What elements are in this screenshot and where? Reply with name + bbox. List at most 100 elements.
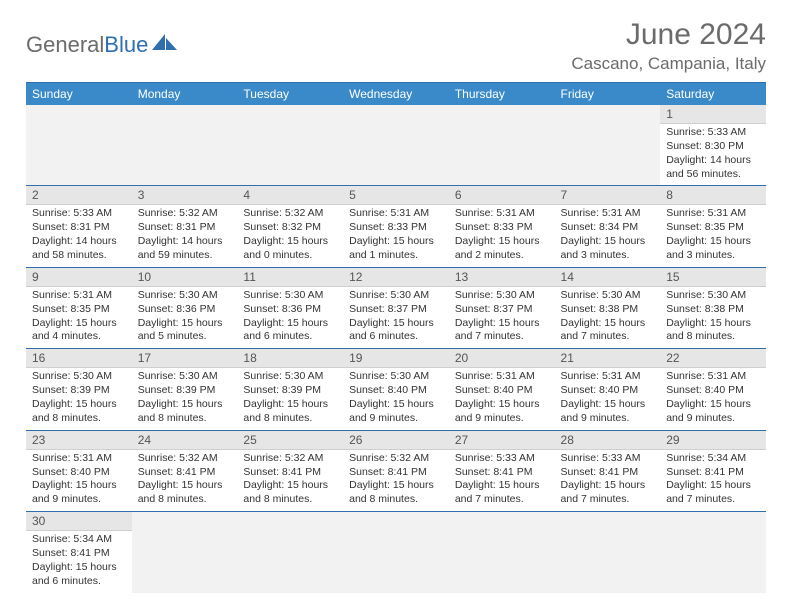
day-details: Sunrise: 5:31 AMSunset: 8:34 PMDaylight:… <box>555 205 661 266</box>
day-details: Sunrise: 5:32 AMSunset: 8:41 PMDaylight:… <box>237 450 343 511</box>
sunrise-line: Sunrise: 5:30 AM <box>349 289 443 303</box>
day-number: 16 <box>26 349 132 368</box>
day-number: 11 <box>237 268 343 287</box>
calendar-day-cell: 28Sunrise: 5:33 AMSunset: 8:41 PMDayligh… <box>555 430 661 511</box>
sunrise-line: Sunrise: 5:32 AM <box>349 452 443 466</box>
calendar-day-cell: 11Sunrise: 5:30 AMSunset: 8:36 PMDayligh… <box>237 267 343 348</box>
calendar-day-cell: 17Sunrise: 5:30 AMSunset: 8:39 PMDayligh… <box>132 349 238 430</box>
calendar-week-row: 9Sunrise: 5:31 AMSunset: 8:35 PMDaylight… <box>26 267 766 348</box>
calendar-day-cell: 12Sunrise: 5:30 AMSunset: 8:37 PMDayligh… <box>343 267 449 348</box>
calendar-day-cell: 16Sunrise: 5:30 AMSunset: 8:39 PMDayligh… <box>26 349 132 430</box>
day-details: Sunrise: 5:30 AMSunset: 8:37 PMDaylight:… <box>449 287 555 348</box>
daylight-line: Daylight: 15 hours and 6 minutes. <box>349 317 443 345</box>
sunrise-line: Sunrise: 5:30 AM <box>243 370 337 384</box>
calendar-day-cell: 13Sunrise: 5:30 AMSunset: 8:37 PMDayligh… <box>449 267 555 348</box>
sunrise-line: Sunrise: 5:32 AM <box>138 207 232 221</box>
calendar-day-cell: 2Sunrise: 5:33 AMSunset: 8:31 PMDaylight… <box>26 186 132 267</box>
daylight-line: Daylight: 15 hours and 7 minutes. <box>561 317 655 345</box>
day-details: Sunrise: 5:30 AMSunset: 8:40 PMDaylight:… <box>343 368 449 429</box>
day-details: Sunrise: 5:30 AMSunset: 8:36 PMDaylight:… <box>237 287 343 348</box>
day-number: 3 <box>132 186 238 205</box>
day-details: Sunrise: 5:32 AMSunset: 8:31 PMDaylight:… <box>132 205 238 266</box>
sunrise-line: Sunrise: 5:31 AM <box>32 452 126 466</box>
calendar-empty-cell <box>343 512 449 593</box>
calendar-day-cell: 4Sunrise: 5:32 AMSunset: 8:32 PMDaylight… <box>237 186 343 267</box>
calendar-day-cell: 26Sunrise: 5:32 AMSunset: 8:41 PMDayligh… <box>343 430 449 511</box>
daylight-line: Daylight: 14 hours and 58 minutes. <box>32 235 126 263</box>
sunset-line: Sunset: 8:39 PM <box>243 384 337 398</box>
sunset-line: Sunset: 8:30 PM <box>666 140 760 154</box>
daylight-line: Daylight: 15 hours and 0 minutes. <box>243 235 337 263</box>
day-details: Sunrise: 5:31 AMSunset: 8:33 PMDaylight:… <box>343 205 449 266</box>
day-details: Sunrise: 5:30 AMSunset: 8:37 PMDaylight:… <box>343 287 449 348</box>
day-details: Sunrise: 5:31 AMSunset: 8:35 PMDaylight:… <box>26 287 132 348</box>
calendar-day-cell: 29Sunrise: 5:34 AMSunset: 8:41 PMDayligh… <box>660 430 766 511</box>
daylight-line: Daylight: 15 hours and 8 minutes. <box>243 479 337 507</box>
day-number: 8 <box>660 186 766 205</box>
weekday-header: Friday <box>555 83 661 106</box>
brand-part1: General <box>26 32 104 58</box>
sunrise-line: Sunrise: 5:33 AM <box>32 207 126 221</box>
day-number: 9 <box>26 268 132 287</box>
daylight-line: Daylight: 15 hours and 1 minutes. <box>349 235 443 263</box>
day-number: 30 <box>26 512 132 531</box>
sunrise-line: Sunrise: 5:32 AM <box>138 452 232 466</box>
calendar-empty-cell <box>555 105 661 186</box>
calendar-empty-cell <box>132 105 238 186</box>
day-details: Sunrise: 5:31 AMSunset: 8:40 PMDaylight:… <box>660 368 766 429</box>
page-header: GeneralBlue June 2024 Cascano, Campania,… <box>26 18 766 74</box>
day-details: Sunrise: 5:32 AMSunset: 8:32 PMDaylight:… <box>237 205 343 266</box>
day-number: 28 <box>555 431 661 450</box>
sunrise-line: Sunrise: 5:30 AM <box>32 370 126 384</box>
calendar-week-row: 16Sunrise: 5:30 AMSunset: 8:39 PMDayligh… <box>26 349 766 430</box>
calendar-day-cell: 18Sunrise: 5:30 AMSunset: 8:39 PMDayligh… <box>237 349 343 430</box>
sunrise-line: Sunrise: 5:30 AM <box>349 370 443 384</box>
sunrise-line: Sunrise: 5:31 AM <box>455 370 549 384</box>
day-number: 27 <box>449 431 555 450</box>
calendar-empty-cell <box>660 512 766 593</box>
day-number: 2 <box>26 186 132 205</box>
calendar-empty-cell <box>237 512 343 593</box>
day-number: 19 <box>343 349 449 368</box>
sunset-line: Sunset: 8:40 PM <box>349 384 443 398</box>
daylight-line: Daylight: 15 hours and 8 minutes. <box>138 398 232 426</box>
weekday-header-row: SundayMondayTuesdayWednesdayThursdayFrid… <box>26 83 766 106</box>
calendar-day-cell: 3Sunrise: 5:32 AMSunset: 8:31 PMDaylight… <box>132 186 238 267</box>
day-details: Sunrise: 5:33 AMSunset: 8:31 PMDaylight:… <box>26 205 132 266</box>
daylight-line: Daylight: 15 hours and 8 minutes. <box>138 479 232 507</box>
calendar-day-cell: 23Sunrise: 5:31 AMSunset: 8:40 PMDayligh… <box>26 430 132 511</box>
sunrise-line: Sunrise: 5:34 AM <box>666 452 760 466</box>
sunrise-line: Sunrise: 5:31 AM <box>561 370 655 384</box>
day-number: 5 <box>343 186 449 205</box>
calendar-day-cell: 22Sunrise: 5:31 AMSunset: 8:40 PMDayligh… <box>660 349 766 430</box>
day-number: 26 <box>343 431 449 450</box>
location-text: Cascano, Campania, Italy <box>571 54 766 74</box>
weekday-header: Wednesday <box>343 83 449 106</box>
daylight-line: Daylight: 15 hours and 8 minutes. <box>666 317 760 345</box>
sunrise-line: Sunrise: 5:33 AM <box>455 452 549 466</box>
day-details: Sunrise: 5:30 AMSunset: 8:39 PMDaylight:… <box>26 368 132 429</box>
calendar-week-row: 30Sunrise: 5:34 AMSunset: 8:41 PMDayligh… <box>26 512 766 593</box>
daylight-line: Daylight: 15 hours and 7 minutes. <box>455 317 549 345</box>
calendar-day-cell: 10Sunrise: 5:30 AMSunset: 8:36 PMDayligh… <box>132 267 238 348</box>
daylight-line: Daylight: 15 hours and 7 minutes. <box>561 479 655 507</box>
sunrise-line: Sunrise: 5:32 AM <box>243 207 337 221</box>
day-number: 7 <box>555 186 661 205</box>
day-details: Sunrise: 5:30 AMSunset: 8:39 PMDaylight:… <box>237 368 343 429</box>
day-details: Sunrise: 5:33 AMSunset: 8:41 PMDaylight:… <box>555 450 661 511</box>
brand-part2: Blue <box>104 32 148 58</box>
calendar-week-row: 1Sunrise: 5:33 AMSunset: 8:30 PMDaylight… <box>26 105 766 186</box>
sunset-line: Sunset: 8:31 PM <box>138 221 232 235</box>
weekday-header: Thursday <box>449 83 555 106</box>
sunrise-line: Sunrise: 5:34 AM <box>32 533 126 547</box>
calendar-empty-cell <box>343 105 449 186</box>
sunset-line: Sunset: 8:37 PM <box>349 303 443 317</box>
sunrise-line: Sunrise: 5:30 AM <box>243 289 337 303</box>
day-number: 12 <box>343 268 449 287</box>
day-details: Sunrise: 5:34 AMSunset: 8:41 PMDaylight:… <box>26 531 132 592</box>
sunrise-line: Sunrise: 5:32 AM <box>243 452 337 466</box>
sunset-line: Sunset: 8:39 PM <box>32 384 126 398</box>
day-details: Sunrise: 5:33 AMSunset: 8:30 PMDaylight:… <box>660 124 766 185</box>
day-details: Sunrise: 5:31 AMSunset: 8:40 PMDaylight:… <box>449 368 555 429</box>
calendar-week-row: 2Sunrise: 5:33 AMSunset: 8:31 PMDaylight… <box>26 186 766 267</box>
